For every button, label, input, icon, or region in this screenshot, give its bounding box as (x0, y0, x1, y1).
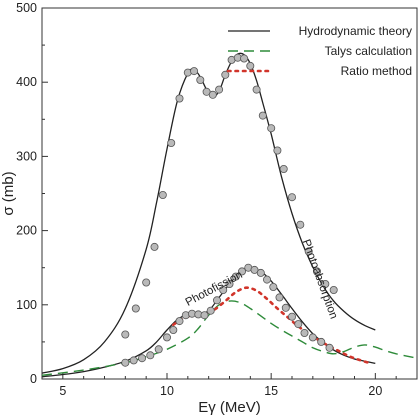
data-point (137, 354, 146, 363)
data-point (281, 303, 290, 312)
data-point (279, 164, 288, 173)
x-tick-label: 5 (59, 384, 66, 398)
legend-label: Hydrodynamic theory (299, 24, 412, 38)
data-point (121, 330, 130, 339)
legend-label: Talys calculation (325, 44, 412, 58)
data-point (121, 358, 130, 367)
data-point (269, 282, 278, 291)
data-point (275, 293, 284, 302)
data-point (312, 267, 321, 276)
x-tick-label: 15 (264, 384, 278, 398)
series-line (172, 286, 373, 365)
data-point (215, 85, 224, 94)
series-dotted-3 (172, 286, 373, 365)
series-line (41, 300, 418, 376)
data-point (256, 268, 265, 277)
data-point (158, 190, 167, 199)
data-point (150, 242, 159, 251)
data-point (273, 146, 282, 155)
data-point (162, 333, 171, 342)
data-point (308, 333, 317, 342)
series-dashed-2 (41, 300, 418, 376)
annotation-photoabsorption: Photoabsorption (300, 238, 340, 321)
data-point (206, 306, 215, 315)
data-point (250, 265, 259, 274)
legend: Hydrodynamic theory Talys calculation Rati… (226, 24, 412, 78)
data-point (304, 247, 313, 256)
data-point (221, 70, 230, 79)
legend-item-solid: Hydrodynamic theory (228, 24, 412, 38)
data-point (131, 304, 140, 313)
y-tick-label: 0 (30, 372, 37, 386)
data-point (329, 285, 338, 294)
data-point (287, 312, 296, 321)
data-point (258, 111, 267, 120)
series-markers-5 (121, 263, 334, 367)
data-point (237, 267, 246, 276)
data-point (200, 311, 209, 320)
y-tick-label: 200 (16, 224, 37, 238)
y-tick-label: 500 (16, 1, 37, 15)
data-point (175, 94, 184, 103)
data-point (212, 296, 221, 305)
data-point (231, 272, 240, 281)
data-point (294, 320, 303, 329)
data-point (169, 325, 178, 334)
data-point (196, 76, 205, 85)
data-point (252, 85, 261, 94)
y-axis-title: σ (mb) (0, 171, 17, 215)
data-point (190, 67, 199, 76)
legend-item-dotted: Ratio method (226, 64, 412, 78)
data-point (325, 343, 334, 352)
data-point (240, 54, 249, 63)
y-tick-label: 300 (16, 149, 37, 163)
x-tick-label: 20 (368, 384, 382, 398)
legend-label: Ratio method (341, 64, 412, 78)
data-point (219, 285, 228, 294)
series-markers-4 (121, 53, 338, 339)
data-point (321, 279, 330, 288)
series-line (41, 52, 376, 374)
series-solid-0 (41, 52, 376, 374)
y-tick-label: 400 (16, 75, 37, 89)
data-point (225, 279, 234, 288)
data-point (296, 220, 305, 229)
data-point (300, 328, 309, 337)
data-point (246, 61, 255, 70)
y-tick-label: 100 (16, 298, 37, 312)
x-axis-title: Eγ (MeV) (198, 399, 261, 416)
x-tick-label: 10 (160, 384, 174, 398)
data-point (262, 275, 271, 284)
data-point (146, 351, 155, 360)
data-point (287, 193, 296, 202)
data-point (154, 345, 163, 354)
data-point (317, 337, 326, 346)
data-point (208, 90, 217, 99)
legend-item-dashed: Talys calculation (228, 44, 412, 58)
data-point (129, 356, 138, 365)
data-point (167, 138, 176, 147)
data-point (267, 124, 276, 133)
data-point (142, 278, 151, 287)
data-point (175, 317, 184, 326)
